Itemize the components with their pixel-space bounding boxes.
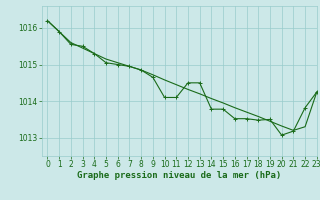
X-axis label: Graphe pression niveau de la mer (hPa): Graphe pression niveau de la mer (hPa): [77, 171, 281, 180]
